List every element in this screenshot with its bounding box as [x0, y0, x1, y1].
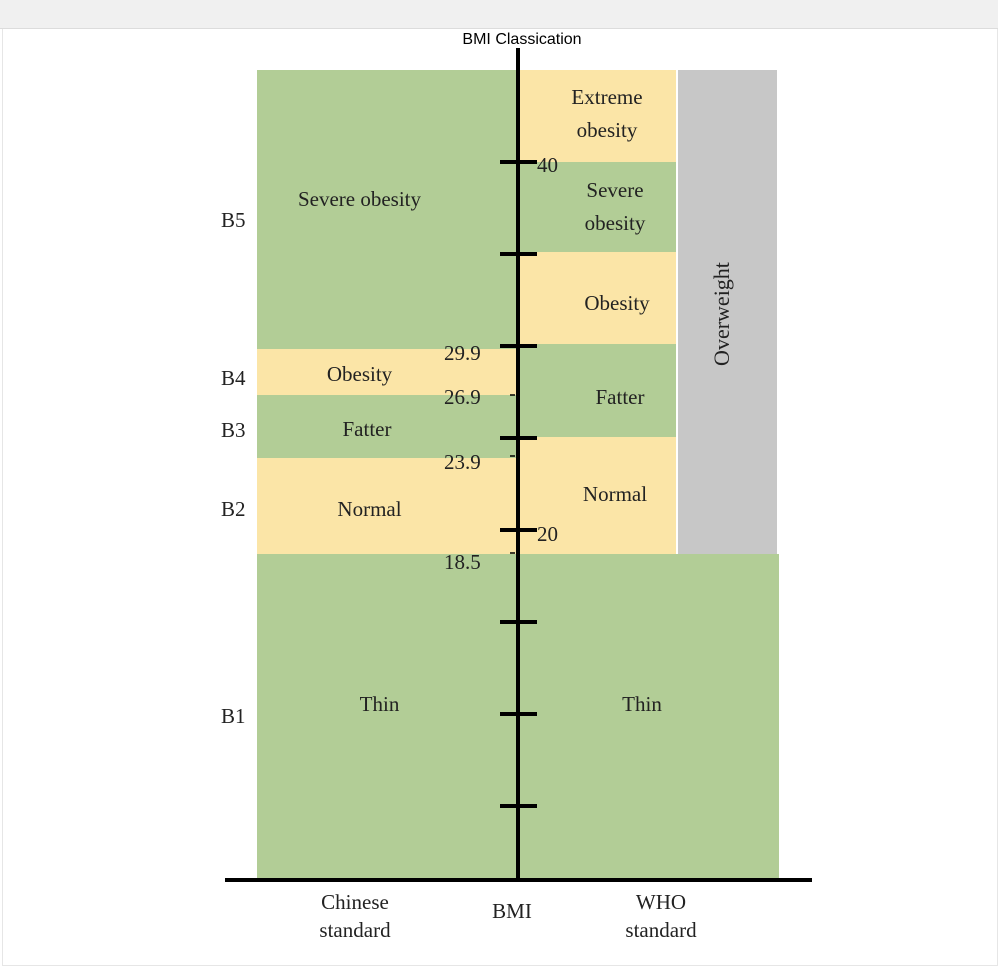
cn-band-name-obesity: Obesity — [326, 362, 393, 386]
band-id-b4: B4 — [221, 366, 246, 390]
who-band-severe-obesity — [518, 162, 676, 252]
who-band-normal — [518, 437, 676, 554]
who-standard-line1: WHO — [635, 890, 687, 914]
chinese-standard-line2: standard — [319, 918, 391, 943]
who-standard-label: WHO standard — [596, 890, 726, 943]
band-id-b5: B5 — [221, 208, 246, 232]
who-band-fatter — [518, 344, 676, 437]
who-band-name-fatter: Fatter — [595, 385, 645, 409]
cn-band-b5 — [257, 70, 518, 349]
band-id-b1: B1 — [221, 704, 246, 728]
who-band-thin — [518, 554, 779, 878]
who-band-name-extreme-obesity: Extreme obesity — [530, 85, 684, 143]
band-id-b3: B3 — [221, 418, 246, 442]
window-top-bar — [0, 0, 998, 29]
who-band-obesity — [518, 252, 676, 344]
cn-band-b4 — [257, 349, 518, 395]
who-extreme-line1: Extreme — [571, 85, 643, 109]
who-tick-40: 40 — [537, 153, 558, 177]
cn-band-b1 — [257, 554, 518, 878]
who-overweight-bar — [678, 70, 777, 554]
bmi-axis-label: BMI — [492, 899, 532, 923]
cn-band-name-fatter: Fatter — [342, 417, 392, 441]
threshold-23-9: 23.9 — [444, 450, 481, 474]
cn-band-b3 — [257, 395, 518, 458]
who-extreme-line2: obesity — [576, 118, 638, 143]
chinese-standard-line1: Chinese — [321, 890, 389, 914]
cn-band-name-severe-obesity: Severe obesity — [297, 187, 422, 211]
chart-title: BMI Classication — [462, 31, 582, 48]
overweight-label: Overweight — [709, 262, 734, 366]
cn-band-b2 — [257, 458, 518, 554]
cn-band-name-thin: Thin — [359, 692, 400, 716]
who-band-name-obesity: Obesity — [584, 291, 650, 315]
cn-band-name-normal: Normal — [337, 497, 402, 521]
who-severe-line1: Severe — [586, 178, 644, 202]
who-band-name-severe-obesity: Severe obesity — [538, 178, 692, 236]
who-band-name-normal: Normal — [582, 482, 648, 506]
threshold-18-5: 18.5 — [444, 550, 481, 574]
who-tick-20: 20 — [537, 522, 558, 546]
chinese-standard-label: Chinese standard — [290, 890, 420, 943]
who-severe-line2: obesity — [584, 211, 646, 236]
band-id-b2: B2 — [221, 497, 246, 521]
threshold-29-9: 29.9 — [444, 341, 481, 365]
who-band-name-thin: Thin — [622, 692, 662, 716]
threshold-26-9: 26.9 — [444, 385, 481, 409]
who-band-extreme-obesity — [518, 70, 676, 162]
who-standard-line2: standard — [625, 918, 697, 943]
